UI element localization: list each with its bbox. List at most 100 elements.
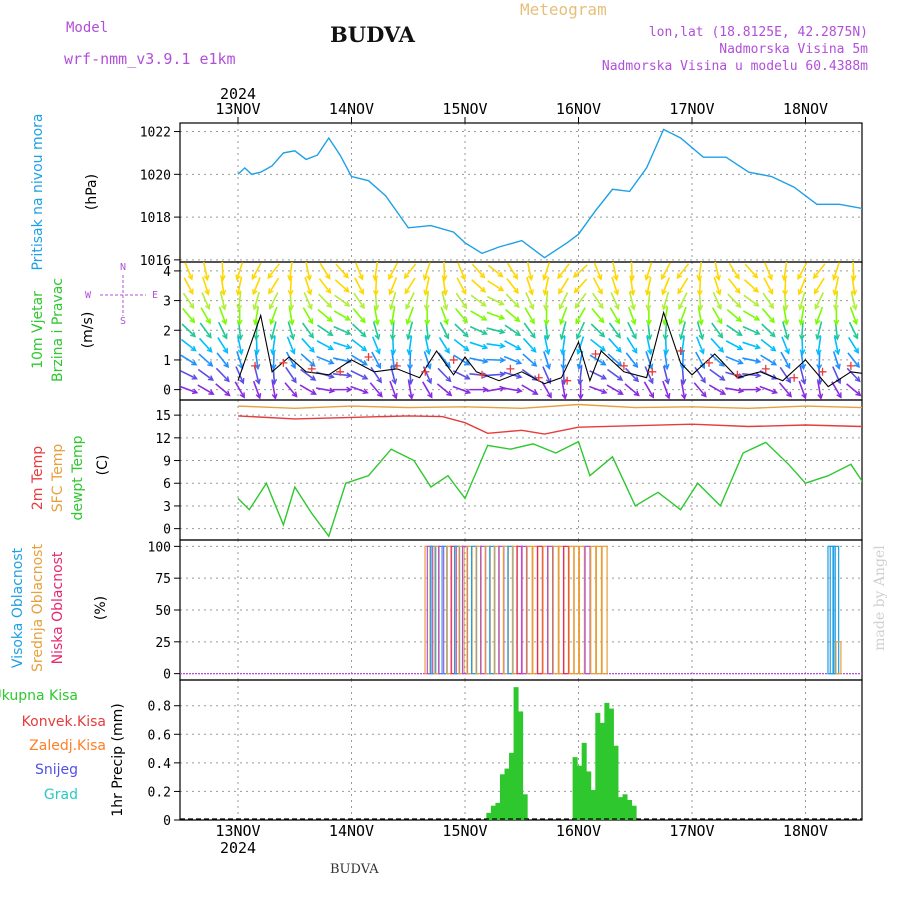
wind-arrowhead [737,344,744,351]
wind-arrowhead [601,388,608,395]
wind-arrow [220,276,225,295]
wind-arrowhead [545,377,552,385]
wind-arrowhead [546,392,552,399]
wind-arrow [593,262,602,280]
wind-arrowhead [269,333,276,341]
wind-arrow [627,306,636,325]
wind-arrowhead [208,389,215,395]
pressure-line [237,128,862,259]
wind-arrow [316,355,334,365]
wind-arrow [288,262,293,280]
temp-series [237,403,862,538]
meteogram-label: Meteogram [520,0,607,19]
wind-arrowhead [310,375,317,381]
wind-arrowhead [754,343,762,350]
wind-arrowhead [543,319,550,326]
wind-arrow [436,383,452,397]
wind-arrow [559,306,568,325]
wind-arrow [574,292,587,309]
wind-arrowhead [678,333,685,341]
wind-arrow [272,350,275,369]
wind-arrow [624,383,640,397]
wind-arrowhead [373,319,380,326]
wind-arrow [351,323,367,338]
gust-marker [818,367,827,376]
y-tick-label: 3 [163,295,171,310]
wind-arrowhead [425,363,432,370]
wind-arrowhead [769,317,775,324]
wind-arrowhead [644,289,651,296]
wind-arrow [608,322,621,339]
gust-marker [790,373,799,382]
wind-arrow [234,381,245,398]
precip-bar [599,722,605,820]
wind-arrow [269,292,279,310]
gust-marker [733,370,742,379]
wind-arrowhead [307,318,314,325]
y-tick-label: 1020 [140,168,171,183]
x-tick-label-bottom: 16NOV [556,822,601,840]
wind-arrowhead [499,328,506,335]
wind-arrowhead [644,274,651,281]
wind-arrowhead [376,391,383,398]
wind-arrowhead [446,390,453,397]
wind-arrowhead [542,274,548,281]
wind-arrowhead [816,378,823,386]
wind-arrow [646,276,652,295]
x-tick-label-top: 14NOV [329,100,374,118]
wind-arrowhead [191,388,199,395]
wind-arrow [200,307,211,324]
cloud-bar [438,545,445,675]
wind-arrowhead [326,316,333,323]
wind-arrow [543,336,550,355]
wind-arrow [728,262,740,279]
wind-arrow [646,336,652,355]
wind-arrow [744,263,758,279]
wind-arrow [714,262,720,280]
wind-arrowhead [372,274,379,282]
wind-arrowhead [236,304,243,311]
wind-arrow [711,307,723,324]
compass-cross [100,275,146,316]
y-tick-label: 0 [163,384,171,399]
wind-arrowhead [207,375,215,381]
wind-arrowhead [306,289,313,296]
cloud-bar [450,545,457,675]
wind-arrowhead [783,319,790,326]
wind-arrow [370,366,382,383]
wind-arrowhead [445,376,452,383]
wind-arrow [851,276,856,295]
wind-arrowhead [358,274,364,281]
wind-arrowhead [289,348,296,355]
wind-arrow [350,385,368,394]
wind-arrowhead [628,275,636,282]
wind-arrowhead [252,304,259,311]
wind-arrow [333,325,351,335]
wind-arrow [578,365,583,384]
wind-arrowhead [512,273,519,280]
wind-arrowhead [813,288,820,295]
wind-arrowhead [576,363,583,371]
gust-marker [534,373,543,382]
wind-arrowhead [406,364,414,371]
cloud-bar [835,641,842,675]
wind-arrow [708,384,726,395]
wind-arrow [813,277,825,294]
wind-arrow [799,291,806,310]
gust-marker [648,367,657,376]
wind-arrowhead [833,334,840,341]
precip-bar [577,765,583,820]
wind-arrowhead [833,319,840,326]
wind-arrow [251,262,262,280]
wind-arrowhead [832,289,839,296]
wind-arrow [560,321,567,340]
wind-arrow [660,262,671,280]
wind-arrowhead [754,358,762,364]
wind-arrow [711,322,724,339]
wind-arrowhead [752,286,759,293]
wind-arrow [798,380,807,399]
wind-arrowhead [599,331,606,338]
wind-arrowhead [615,332,621,339]
wind-arrowhead [754,329,761,336]
wind-arrowhead [254,378,261,385]
